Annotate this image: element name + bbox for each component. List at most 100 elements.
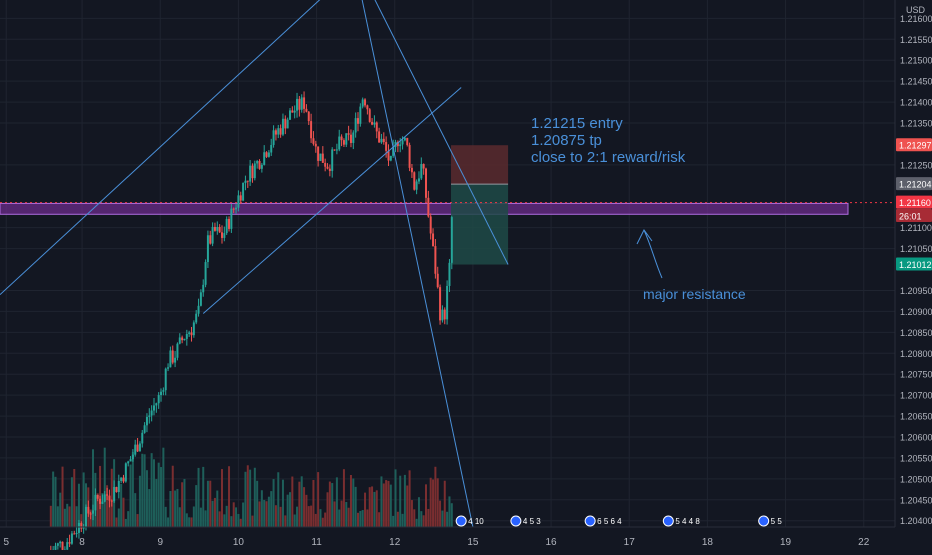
candle-body — [420, 164, 422, 178]
event-marker[interactable]: 6 5 6 4 — [585, 516, 622, 526]
volume-bar — [350, 475, 352, 527]
candle-body — [71, 533, 73, 543]
volume-bar — [174, 491, 176, 527]
candle-body — [181, 337, 183, 340]
candle-body — [444, 310, 446, 320]
volume-bar — [411, 500, 413, 527]
resistance-label: major resistance — [643, 286, 746, 302]
candle-body — [319, 154, 321, 161]
volume-bar — [439, 501, 441, 527]
volume-bar — [176, 489, 178, 527]
price-badge-label: 1.21204 — [899, 180, 932, 190]
candle-body — [92, 510, 94, 513]
event-icon[interactable] — [456, 516, 466, 526]
volume-bar — [214, 498, 216, 527]
candle-body — [441, 310, 443, 321]
candle-body — [416, 181, 418, 189]
candle-body — [219, 227, 221, 232]
candle-body — [209, 235, 211, 243]
candle-body — [298, 99, 300, 110]
event-marker[interactable]: 4 10 — [456, 516, 484, 526]
event-marker[interactable]: 5 5 — [759, 516, 783, 526]
candle-body — [97, 495, 99, 499]
candle-body — [85, 507, 87, 527]
volume-bar — [390, 485, 392, 527]
volume-bar — [322, 518, 324, 527]
candle-body — [352, 132, 354, 142]
candle-body — [434, 246, 436, 274]
volume-bar — [139, 476, 141, 527]
candle-body — [174, 358, 176, 363]
candle-body — [223, 233, 225, 238]
volume-bar — [287, 495, 289, 527]
volume-bar — [373, 492, 375, 527]
candle-body — [427, 198, 429, 217]
volume-bar — [427, 509, 429, 527]
volume-bar — [383, 483, 385, 527]
event-icon[interactable] — [511, 516, 521, 526]
volume-bar — [378, 512, 380, 527]
volume-bar — [317, 472, 319, 527]
x-tick-label: 17 — [624, 537, 636, 548]
candle-body — [273, 130, 275, 145]
candle-body — [317, 146, 319, 160]
candle-body — [338, 137, 340, 150]
volume-bar — [242, 503, 244, 527]
candle-body — [334, 149, 336, 150]
trendline[interactable] — [203, 87, 461, 313]
volume-bar — [64, 509, 66, 527]
candle-body — [331, 149, 333, 171]
candle-body — [179, 337, 181, 343]
candle-body — [125, 463, 127, 481]
candle-body — [369, 109, 371, 122]
y-tick-label: 1.20800 — [900, 349, 932, 359]
candle-body — [202, 285, 204, 292]
y-tick-label: 1.21250 — [900, 160, 932, 170]
candle-body — [343, 140, 345, 145]
event-icon[interactable] — [759, 516, 769, 526]
volume-bar — [268, 497, 270, 527]
y-tick-label: 1.20450 — [900, 495, 932, 505]
volume-bar — [334, 501, 336, 527]
y-tick-label: 1.20950 — [900, 286, 932, 296]
volume-bar — [228, 466, 230, 527]
volume-bar — [73, 469, 75, 527]
annotation-tp: 1.20875 tp — [531, 132, 602, 149]
candle-body — [256, 161, 258, 163]
candle-body — [437, 274, 439, 287]
volume-bar — [366, 509, 368, 527]
x-tick-label: 10 — [233, 537, 245, 548]
event-icon[interactable] — [585, 516, 595, 526]
volume-bar — [233, 502, 235, 527]
annotation-entry: 1.21215 entry — [531, 115, 623, 132]
candle-body — [294, 111, 296, 113]
candle-body — [371, 122, 373, 125]
candle-body — [291, 110, 293, 112]
volume-bar — [376, 490, 378, 527]
volume-bar — [418, 497, 420, 527]
volume-bar — [146, 470, 148, 527]
volume-bar — [284, 515, 286, 527]
x-tick-label: 9 — [157, 537, 163, 548]
event-marker[interactable]: 4 5 3 — [511, 516, 541, 526]
volume-bar — [451, 503, 453, 527]
volume-bar — [181, 482, 183, 527]
volume-bar — [120, 484, 122, 527]
annotation-reward-risk: close to 2:1 reward/risk — [531, 149, 686, 166]
volume-bar — [341, 501, 343, 527]
volume-bar — [296, 507, 298, 527]
x-tick-label: 11 — [311, 537, 322, 548]
candle-body — [130, 459, 132, 461]
candle-body — [69, 542, 71, 544]
volume-bar — [359, 511, 361, 527]
event-marker[interactable]: 5 4 4 8 — [663, 516, 700, 526]
candle-body — [186, 334, 188, 339]
trendline[interactable] — [0, 0, 422, 295]
candle-body — [137, 445, 139, 452]
x-tick-label: 19 — [780, 537, 792, 548]
event-icon[interactable] — [663, 516, 673, 526]
candle-body — [144, 425, 146, 433]
candle-body — [308, 112, 310, 121]
